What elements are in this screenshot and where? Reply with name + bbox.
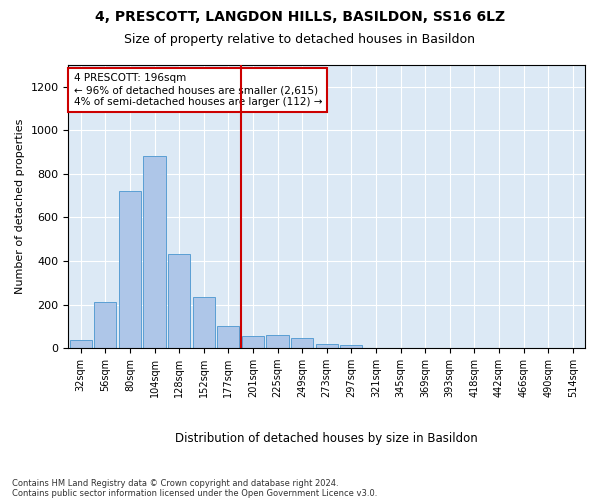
Bar	[119, 192, 141, 348]
Bar	[168, 254, 190, 348]
Bar	[70, 340, 92, 348]
Text: 4 PRESCOTT: 196sqm
← 96% of detached houses are smaller (2,615)
4% of semi-detac: 4 PRESCOTT: 196sqm ← 96% of detached hou…	[74, 74, 322, 106]
Bar	[340, 346, 362, 348]
Text: Contains HM Land Registry data © Crown copyright and database right 2024.: Contains HM Land Registry data © Crown c…	[12, 478, 338, 488]
Bar	[291, 338, 313, 348]
Y-axis label: Number of detached properties: Number of detached properties	[15, 119, 25, 294]
Bar	[242, 336, 264, 348]
Bar	[94, 302, 116, 348]
Bar	[193, 297, 215, 348]
X-axis label: Distribution of detached houses by size in Basildon: Distribution of detached houses by size …	[175, 432, 478, 445]
Text: 4, PRESCOTT, LANGDON HILLS, BASILDON, SS16 6LZ: 4, PRESCOTT, LANGDON HILLS, BASILDON, SS…	[95, 10, 505, 24]
Bar	[143, 156, 166, 348]
Bar	[217, 326, 239, 348]
Text: Contains public sector information licensed under the Open Government Licence v3: Contains public sector information licen…	[12, 488, 377, 498]
Text: Size of property relative to detached houses in Basildon: Size of property relative to detached ho…	[125, 32, 476, 46]
Bar	[316, 344, 338, 348]
Bar	[266, 335, 289, 348]
